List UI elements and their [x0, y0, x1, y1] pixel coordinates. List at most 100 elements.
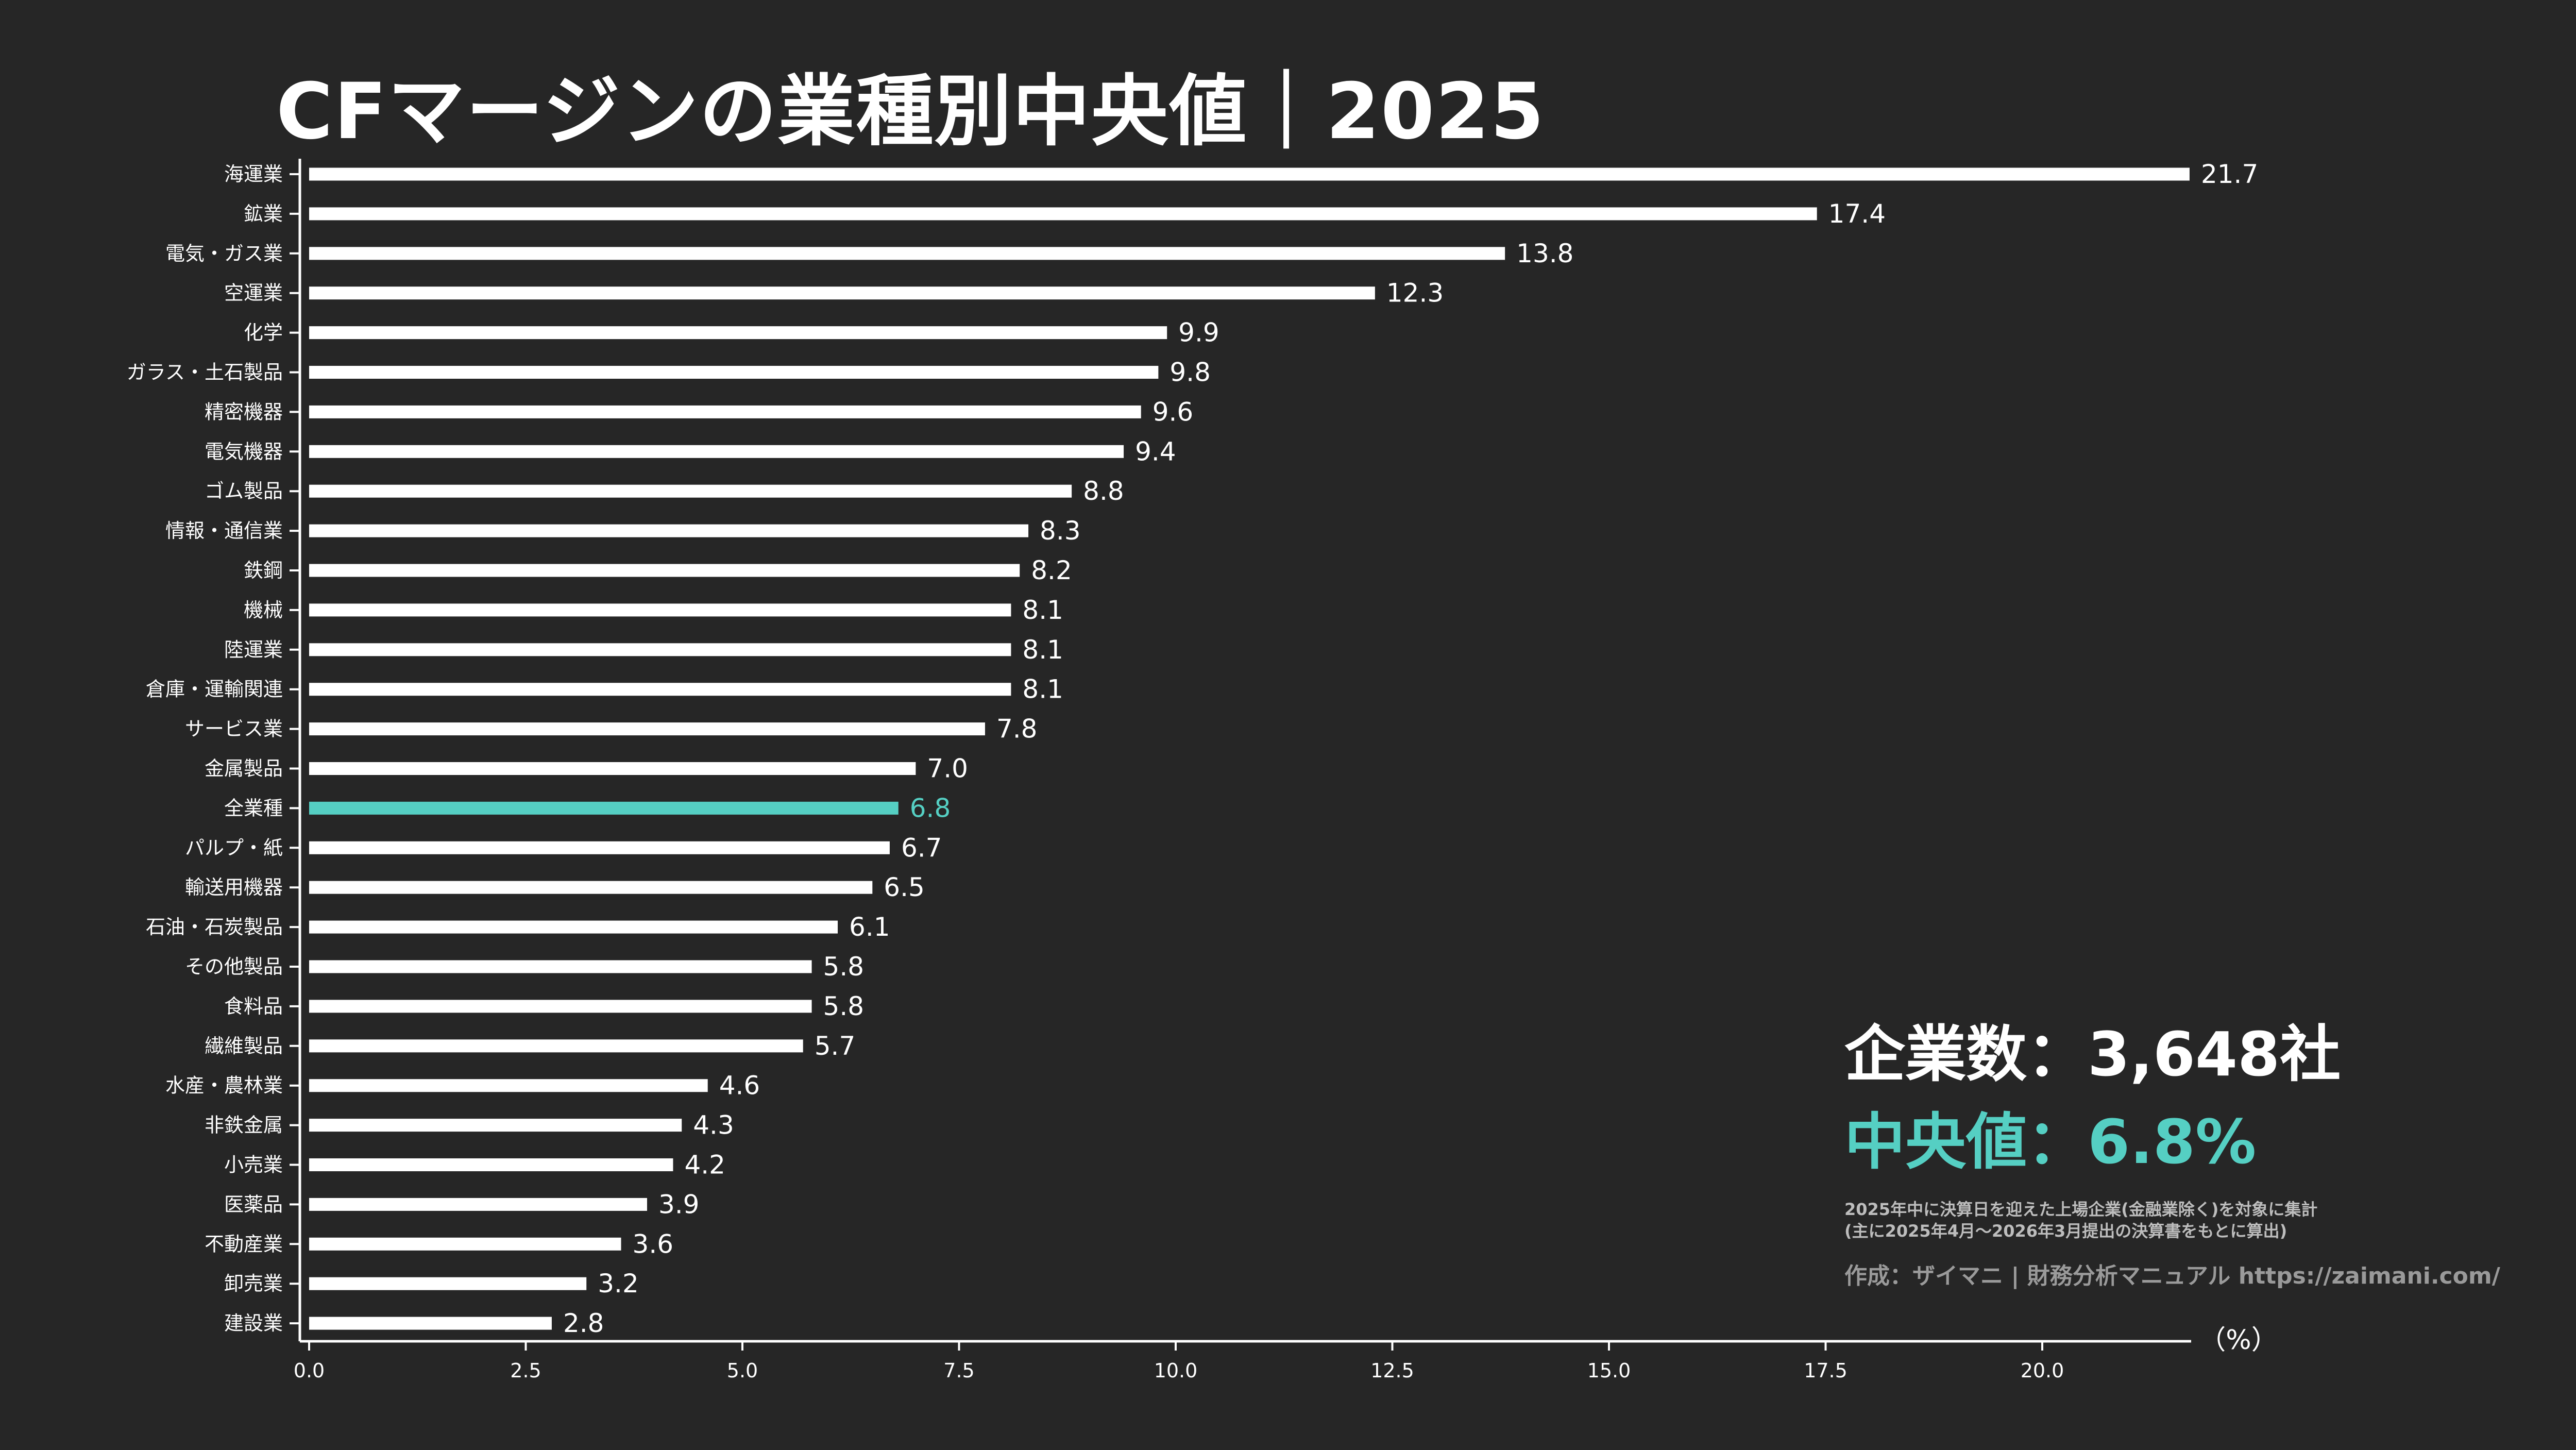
y-tick-label: その他製品	[185, 955, 283, 978]
x-tick-label: 10.0	[1154, 1359, 1198, 1382]
bar	[309, 683, 1011, 696]
bar	[309, 405, 1141, 418]
y-tick-label: 機械	[244, 599, 283, 621]
data-label: 4.2	[684, 1150, 725, 1180]
x-tick-label: 15.0	[1587, 1359, 1631, 1382]
y-tick-label: 電気・ガス業	[165, 242, 283, 265]
data-label: 6.8	[910, 793, 951, 823]
x-tick-label: 2.5	[510, 1359, 541, 1382]
y-tick-label: 食料品	[224, 995, 283, 1018]
data-label: 9.8	[1170, 358, 1211, 387]
data-label: 8.1	[1022, 635, 1063, 665]
bar	[309, 207, 1817, 221]
bar	[309, 484, 1072, 498]
data-label: 13.8	[1516, 239, 1573, 268]
data-label: 8.8	[1083, 476, 1124, 506]
data-label: 5.8	[823, 991, 865, 1021]
x-tick-label: 12.5	[1370, 1359, 1414, 1382]
bar	[309, 286, 1375, 300]
y-tick-label: パルプ・紙	[185, 836, 283, 859]
y-tick-label: 建設業	[224, 1312, 283, 1335]
note-line-2: (主に2025年4月～2026年3月提出の決算書をもとに算出)	[1844, 1221, 2287, 1241]
y-tick-label: 不動産業	[205, 1233, 283, 1255]
bar	[309, 1317, 552, 1330]
y-tick-label: 全業種	[224, 797, 283, 819]
y-tick-label: 陸運業	[224, 638, 283, 661]
y-tick-label: 医薬品	[224, 1193, 283, 1216]
x-tick-label: 20.0	[2021, 1359, 2064, 1382]
y-tick-label: 繊維製品	[205, 1035, 283, 1057]
data-label: 21.7	[2201, 159, 2258, 189]
bar	[309, 960, 812, 973]
chart-title: CFマージンの業種別中央値｜2025	[276, 67, 1546, 157]
y-tick-label: 精密機器	[205, 400, 283, 423]
data-label: 12.3	[1386, 278, 1444, 308]
bar	[309, 1039, 803, 1053]
data-label: 9.4	[1135, 436, 1176, 466]
bar	[309, 564, 1020, 577]
x-tick-label: 7.5	[943, 1359, 974, 1382]
data-label: 7.8	[996, 714, 1038, 744]
company-count: 企業数：3,648社	[1844, 1019, 2341, 1090]
y-tick-label: 情報・通信業	[165, 519, 283, 542]
bar	[309, 643, 1011, 656]
bar	[309, 881, 873, 894]
x-tick-label: 17.5	[1804, 1359, 1848, 1382]
bars-group: 21.7 17.4 13.8 12.3 9.9 9.8 9.6 9.4 8.88.3 8.2 8.1…	[309, 159, 2258, 1338]
y-tick-label: 空運業	[224, 282, 283, 305]
data-label: 6.1	[849, 912, 890, 942]
y-tick-label: 電気機器	[205, 440, 283, 463]
axes-group: 0.0 2.5 5.0 7.5 10.0 12.5 15.0 17.5 20.0 （%） 海運業鉱業…	[127, 159, 2278, 1382]
x-tick-label: 5.0	[727, 1359, 758, 1382]
data-label: 5.7	[815, 1031, 856, 1061]
bar	[309, 762, 916, 775]
bar	[309, 722, 985, 736]
credit: 作成：ザイマニ | 財務分析マニュアル https://zaimani.com/	[1844, 1263, 2500, 1289]
bar	[309, 326, 1167, 340]
bar	[309, 366, 1159, 379]
data-label: 7.0	[927, 754, 968, 784]
y-tick-label: 鉱業	[244, 203, 283, 225]
data-label: 8.1	[1022, 675, 1063, 704]
bar	[309, 1237, 621, 1251]
bar	[309, 524, 1029, 537]
x-tick-label: 0.0	[294, 1359, 325, 1382]
bar	[309, 603, 1011, 617]
y-tick-label: 水産・農林業	[165, 1074, 283, 1097]
bar	[309, 1198, 647, 1211]
data-label: 17.4	[1828, 199, 1886, 229]
y-tick-label: 鉄鋼	[244, 559, 283, 582]
bar	[309, 841, 890, 854]
data-label: 9.6	[1153, 397, 1194, 427]
bar	[309, 1079, 708, 1092]
data-label: 6.7	[901, 833, 942, 863]
y-tick-label: 非鉄金属	[205, 1114, 283, 1137]
y-tick-label: ガラス・土石製品	[127, 361, 283, 384]
data-label: 2.8	[563, 1308, 604, 1338]
y-tick-label: ゴム製品	[205, 480, 283, 502]
bar	[309, 247, 1505, 260]
data-label: 8.2	[1031, 555, 1072, 585]
data-label: 3.2	[598, 1269, 639, 1299]
y-tick-label: 小売業	[224, 1154, 283, 1176]
data-label: 3.9	[658, 1189, 700, 1219]
bar	[309, 1000, 812, 1013]
bar	[309, 1277, 587, 1290]
y-tick-label: 卸売業	[224, 1272, 283, 1295]
note-line-1: 2025年中に決算日を迎えた上場企業(金融業除く)を対象に集計	[1844, 1200, 2318, 1219]
data-label: 4.6	[719, 1071, 760, 1101]
x-axis-label: （%）	[2199, 1325, 2278, 1356]
y-tick-label: 海運業	[224, 163, 283, 186]
bar	[309, 445, 1124, 458]
y-tick-label: 輸送用機器	[185, 876, 283, 899]
bar	[309, 920, 838, 934]
data-label: 5.8	[823, 952, 865, 982]
median-value: 中央値：6.8%	[1844, 1106, 2257, 1177]
data-label: 6.5	[884, 872, 925, 902]
y-tick-label: 倉庫・運輸関連	[146, 678, 283, 701]
data-label: 9.9	[1178, 318, 1219, 348]
bar	[309, 1119, 682, 1132]
data-label: 8.1	[1022, 595, 1063, 625]
bar	[309, 167, 2190, 181]
